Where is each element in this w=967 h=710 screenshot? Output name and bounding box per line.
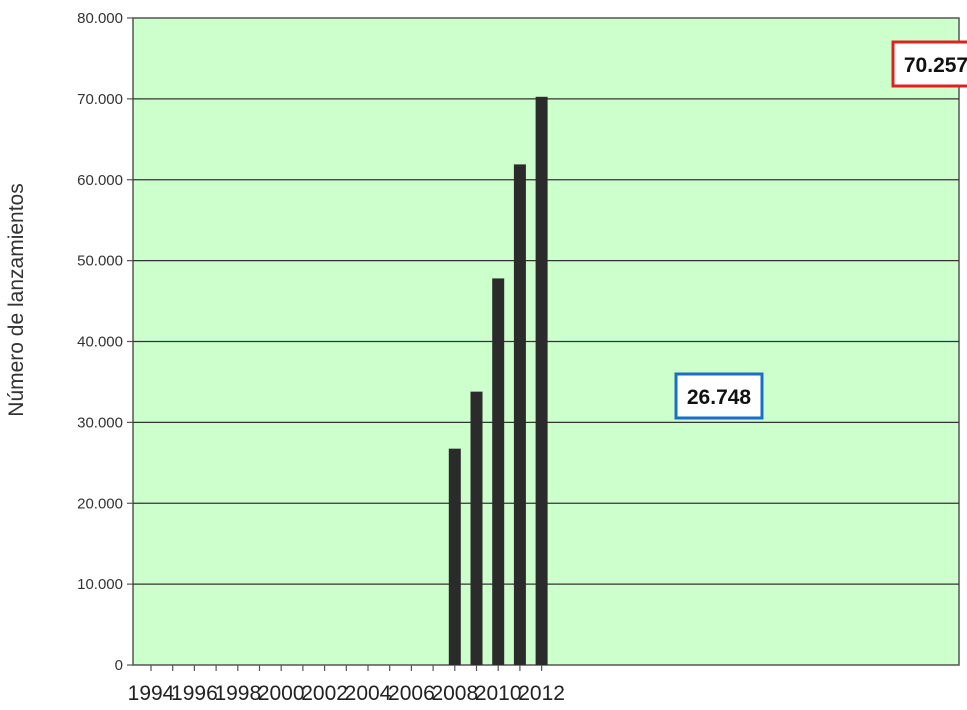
annotations: 26.748 70.257 <box>674 40 967 420</box>
x-tick-label: 1994 <box>128 682 175 705</box>
y-tick-label: 40.000 <box>77 334 123 351</box>
bar-2012 <box>535 96 548 665</box>
bar-2011 <box>513 164 526 666</box>
y-tick-label: 0 <box>115 657 123 674</box>
callout-label: 70.257 <box>904 54 967 77</box>
bar-2010 <box>492 278 505 665</box>
callout-2008: 26.748 <box>674 372 764 420</box>
y-tick-label: 10.000 <box>77 576 123 593</box>
y-tick-label: 60.000 <box>77 172 123 189</box>
callout-2012: 70.257 <box>891 40 967 88</box>
x-tick-label: 1996 <box>171 682 218 705</box>
y-tick-label: 30.000 <box>77 414 123 431</box>
y-ticks: 0 10.000 20.000 30.000 40.000 50.000 60.000 70.… <box>77 10 133 674</box>
y-tick-label: 20.000 <box>77 495 123 512</box>
callout-label: 26.748 <box>687 386 752 409</box>
x-tick-label: 2008 <box>431 682 478 705</box>
y-tick-label: 80.000 <box>77 10 123 27</box>
y-tick-label: 70.000 <box>77 91 123 108</box>
callout-box <box>674 372 764 420</box>
x-tick-label: 2006 <box>388 682 435 705</box>
x-tick-label: 2002 <box>301 682 348 705</box>
y-tick-label: 50.000 <box>77 253 123 270</box>
bar-2008 <box>448 448 461 665</box>
x-tick-label: 2010 <box>475 682 522 705</box>
bars <box>448 96 548 666</box>
x-tick-label: 2012 <box>518 682 565 705</box>
x-tick-label: 2000 <box>258 682 305 705</box>
x-tick-label: 1998 <box>214 682 261 705</box>
bar-2009 <box>470 391 483 665</box>
x-tick-label: 2004 <box>345 682 392 705</box>
callout-box <box>891 40 967 88</box>
y-axis-label: Número de lanzamientos <box>5 183 28 416</box>
